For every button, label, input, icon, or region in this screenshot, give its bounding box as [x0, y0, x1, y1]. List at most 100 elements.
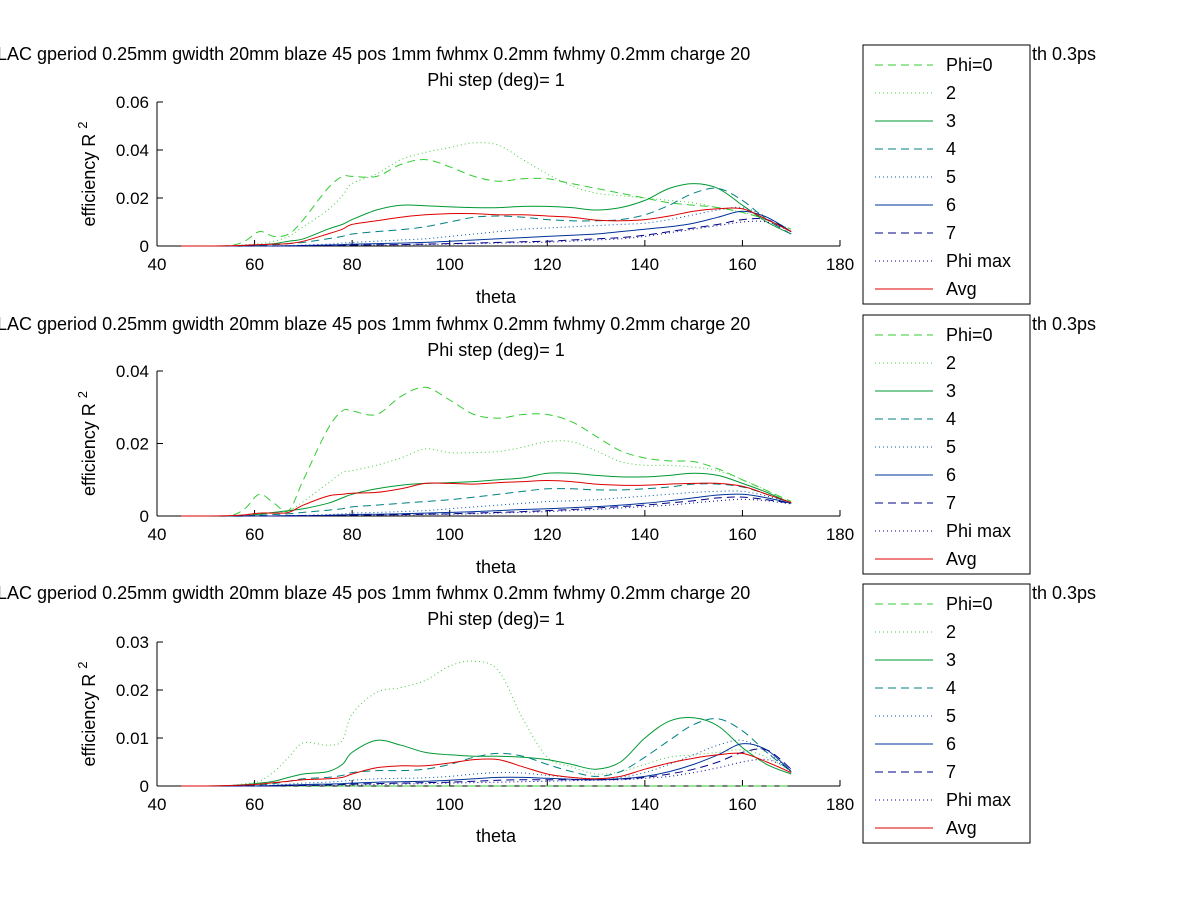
legend-label: 5	[946, 167, 956, 187]
legend-label: 4	[946, 678, 956, 698]
series-line-phi-0	[181, 159, 792, 247]
chart-subtitle: Phi step (deg)= 1	[427, 609, 565, 629]
legend-box	[862, 44, 1031, 305]
x-tick-label: 120	[533, 525, 561, 544]
legend-label: 5	[946, 437, 956, 457]
chart-title-tail: th 0.3ps	[1032, 583, 1096, 603]
series-line-3	[181, 472, 792, 517]
series-line-phi-max	[181, 758, 792, 787]
x-axis-label: theta	[476, 287, 517, 307]
legend-box	[862, 314, 1031, 575]
y-tick-label: 0.04	[116, 141, 149, 160]
chart-title: LAC gperiod 0.25mm gwidth 20mm blaze 45 …	[0, 583, 750, 603]
series-line-2	[181, 440, 792, 517]
x-tick-label: 100	[436, 255, 464, 274]
chart-subtitle: Phi step (deg)= 1	[427, 340, 565, 360]
legend-box	[862, 583, 1031, 844]
y-tick-label: 0	[140, 237, 149, 256]
y-axis-label-superscript: 2	[75, 662, 90, 669]
series-line-6	[181, 743, 792, 787]
x-tick-label: 80	[343, 795, 362, 814]
legend-label: Avg	[946, 818, 977, 838]
chart-panel-3: LAC gperiod 0.25mm gwidth 20mm blaze 45 …	[0, 583, 1096, 846]
x-tick-label: 60	[245, 525, 264, 544]
x-tick-label: 40	[148, 795, 167, 814]
x-tick-label: 180	[826, 795, 854, 814]
x-tick-label: 180	[826, 525, 854, 544]
x-axis-label: theta	[476, 826, 517, 846]
series-line-7	[181, 748, 792, 787]
x-tick-label: 100	[436, 795, 464, 814]
x-tick-label: 60	[245, 255, 264, 274]
legend-label: 2	[946, 353, 956, 373]
legend-label: 4	[946, 139, 956, 159]
series-line-4	[181, 718, 792, 787]
y-tick-label: 0.04	[116, 362, 149, 381]
series-line-6	[181, 210, 792, 247]
legend-1: Phi=0 2 3 4 5 6 7 Phi max Avg	[862, 44, 1031, 305]
series-line-phi-0	[181, 386, 792, 517]
y-tick-label: 0.06	[116, 93, 149, 112]
legend-2: Phi=0 2 3 4 5 6 7 Phi max Avg	[862, 314, 1031, 575]
y-axis-label: efficiency R 2	[75, 391, 99, 496]
legend-label: Phi max	[946, 521, 1011, 541]
y-tick-label: 0.02	[116, 189, 149, 208]
legend-label: Phi max	[946, 251, 1011, 271]
series-line-5	[181, 206, 792, 247]
y-tick-label: 0	[140, 777, 149, 796]
chart-title-tail: th 0.3ps	[1032, 44, 1096, 64]
x-tick-label: 60	[245, 795, 264, 814]
y-tick-label: 0.02	[116, 435, 149, 454]
legend-label: 2	[946, 622, 956, 642]
x-tick-label: 140	[631, 795, 659, 814]
chart-title: LAC gperiod 0.25mm gwidth 20mm blaze 45 …	[0, 314, 750, 334]
x-tick-label: 80	[343, 525, 362, 544]
series-line-5	[181, 739, 792, 787]
y-tick-label: 0	[140, 507, 149, 526]
legend-label: Phi=0	[946, 55, 993, 75]
legend-label: 7	[946, 493, 956, 513]
y-tick-label: 0.01	[116, 729, 149, 748]
series-line-avg	[181, 752, 792, 787]
series-line-4	[181, 187, 792, 247]
chart-panel-1: LAC gperiod 0.25mm gwidth 20mm blaze 45 …	[0, 44, 1096, 307]
legend-label: 2	[946, 83, 956, 103]
series-line-3	[181, 717, 792, 787]
legend-label: 5	[946, 706, 956, 726]
y-tick-label: 0.03	[116, 633, 149, 652]
x-tick-label: 100	[436, 525, 464, 544]
legend-label: Avg	[946, 279, 977, 299]
legend-label: 6	[946, 195, 956, 215]
series-line-2	[181, 660, 792, 787]
chart-title: LAC gperiod 0.25mm gwidth 20mm blaze 45 …	[0, 44, 750, 64]
legend-label: 7	[946, 762, 956, 782]
series-line-avg	[181, 479, 792, 517]
y-axis-label-superscript: 2	[75, 391, 90, 398]
x-tick-label: 120	[533, 795, 561, 814]
x-tick-label: 80	[343, 255, 362, 274]
legend-label: 6	[946, 465, 956, 485]
chart-title-tail: th 0.3ps	[1032, 314, 1096, 334]
y-axis-label: efficiency R 2	[75, 662, 99, 767]
x-tick-label: 180	[826, 255, 854, 274]
x-tick-label: 140	[631, 525, 659, 544]
x-tick-label: 160	[728, 795, 756, 814]
series-line-7	[181, 496, 792, 517]
legend-label: Phi=0	[946, 325, 993, 345]
y-tick-label: 0.02	[116, 681, 149, 700]
series-line-phi-max	[181, 220, 792, 247]
legend-label: Phi=0	[946, 594, 993, 614]
x-tick-label: 40	[148, 525, 167, 544]
legend-3: Phi=0 2 3 4 5 6 7 Phi max Avg	[862, 583, 1031, 844]
y-axis-label: efficiency R 2	[75, 122, 99, 227]
legend-label: Avg	[946, 549, 977, 569]
legend-label: 3	[946, 650, 956, 670]
legend-label: 4	[946, 409, 956, 429]
chart-subtitle: Phi step (deg)= 1	[427, 70, 565, 90]
legend-label: 3	[946, 111, 956, 131]
x-tick-label: 140	[631, 255, 659, 274]
legend-label: 3	[946, 381, 956, 401]
series-line-avg	[181, 207, 792, 247]
x-tick-label: 160	[728, 525, 756, 544]
